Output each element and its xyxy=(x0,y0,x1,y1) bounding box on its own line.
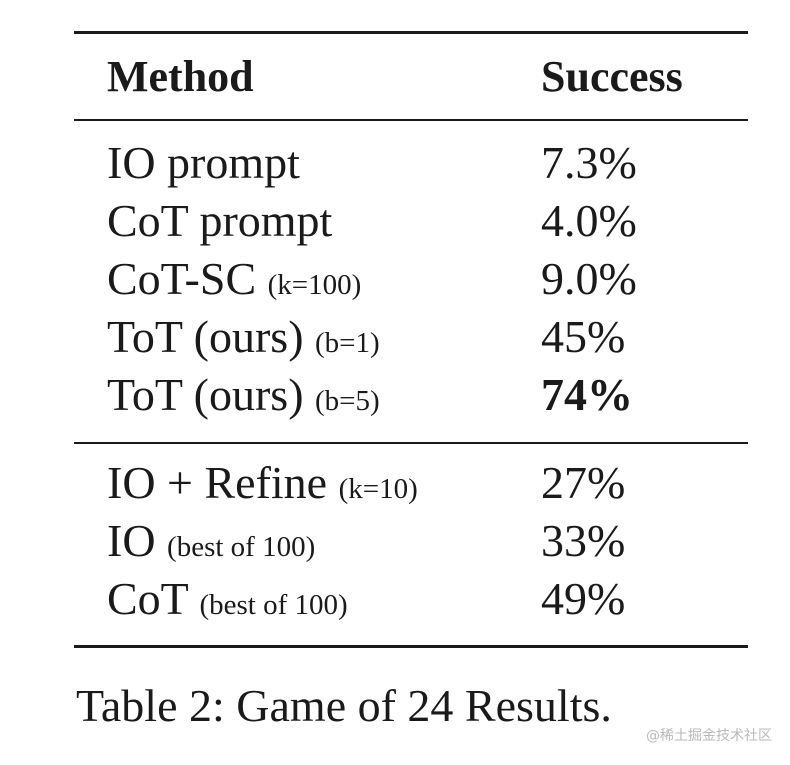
group-separator-rule xyxy=(74,442,748,444)
table-row-success: 33% xyxy=(541,515,626,566)
table-row-success: 45% xyxy=(541,311,626,362)
table-row-method: CoT (best of 100) xyxy=(107,576,348,622)
table-row-success-best: 74% xyxy=(541,369,633,420)
method-param: (b=5) xyxy=(315,385,380,417)
table-bottom-rule xyxy=(74,645,748,648)
table-row-method: ToT (ours) (b=5) xyxy=(107,372,380,418)
table-row-method: ToT (ours) (b=1) xyxy=(107,314,380,360)
table-row-success: 9.0% xyxy=(541,253,637,304)
table-row-method: CoT prompt xyxy=(107,198,332,244)
method-param: (b=1) xyxy=(315,327,380,359)
method-name: IO xyxy=(107,515,156,566)
table-row-success: 49% xyxy=(541,573,626,624)
method-param: (best of 100) xyxy=(167,531,316,563)
table-row-method: IO prompt xyxy=(107,140,300,186)
method-name: CoT-SC xyxy=(107,253,257,304)
table-row-method: CoT-SC (k=100) xyxy=(107,256,361,302)
table-top-rule xyxy=(74,31,748,34)
table-row-success: 27% xyxy=(541,457,626,508)
method-name: CoT xyxy=(107,573,188,624)
watermark: @稀土掘金技术社区 xyxy=(646,728,772,744)
method-header: Method xyxy=(107,52,254,101)
method-name: ToT (ours) xyxy=(107,311,304,362)
method-name: CoT prompt xyxy=(107,195,333,246)
method-name: IO prompt xyxy=(107,137,300,188)
table-caption: Table 2: Game of 24 Results. xyxy=(76,680,612,731)
method-param: (best of 100) xyxy=(199,589,348,621)
method-param: (k=100) xyxy=(267,269,362,301)
header-rule xyxy=(74,119,748,121)
success-header: Success xyxy=(541,52,683,101)
table-row-success: 7.3% xyxy=(541,137,637,188)
method-name: IO + Refine xyxy=(107,457,328,508)
method-param: (k=10) xyxy=(338,473,418,505)
table-row-success: 4.0% xyxy=(541,195,637,246)
method-name: ToT (ours) xyxy=(107,369,304,420)
table-row-method: IO + Refine (k=10) xyxy=(107,460,418,506)
table-row-method: IO (best of 100) xyxy=(107,518,315,564)
